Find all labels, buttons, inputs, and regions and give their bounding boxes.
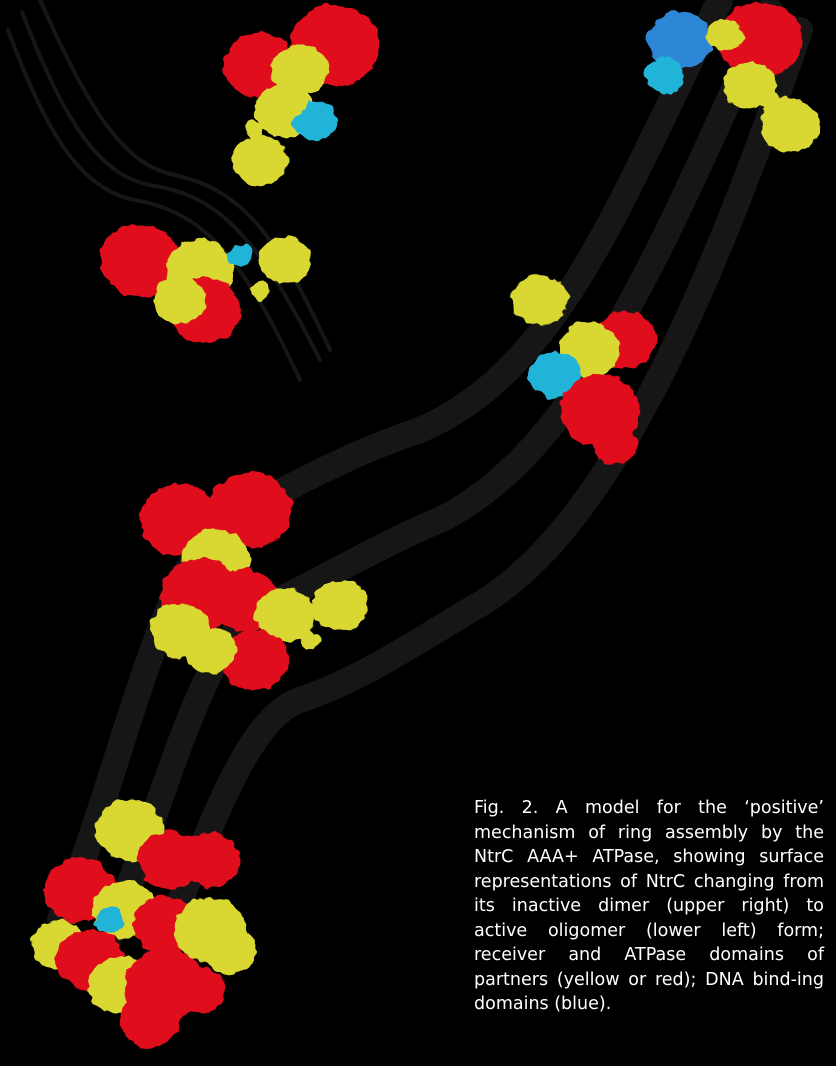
dna-helix-strand: [6, 0, 813, 1013]
dna-strand-main-1: [127, 17, 813, 1013]
dimer-top-center-domain-9: [245, 121, 265, 139]
dna-strand-main-2: [87, 0, 783, 973]
dna-strand-main-3: [47, 0, 733, 933]
oligomer-ring-domain-15: [96, 907, 124, 933]
molecule-dimer-mid-right: [512, 274, 657, 465]
dimer-top-center-domain-7: [272, 83, 308, 117]
dimer-mid-right-domain-7: [570, 321, 590, 339]
dimer-top-center-domain-3: [272, 44, 328, 96]
molecule-dimer-top-right: [645, 2, 820, 152]
dimer-top-right-domain-6: [760, 98, 820, 152]
dimer-mid-left-domain-7: [250, 281, 270, 299]
dna-strand-upper-left-3: [6, 28, 302, 382]
dimer-mid-left-domain-1: [100, 224, 180, 296]
oligomer-ring-domain-3: [180, 833, 240, 887]
dimer-mid-right-domain-6: [593, 425, 637, 465]
oligomer-partial-domain-11: [300, 631, 320, 649]
oligomer-partial-domain-9: [184, 626, 236, 674]
dimer-top-center-domain-5: [225, 42, 265, 78]
molecule-dimer-top-center: [224, 4, 380, 186]
oligomer-partial-domain-8: [221, 629, 289, 691]
dimer-mid-left-domain-6: [259, 236, 311, 284]
dimer-mid-left-domain-4: [154, 276, 206, 324]
oligomer-partial-domain-7: [255, 588, 315, 642]
dimer-top-right-domain-4: [707, 18, 743, 52]
oligomer-ring-domain-13: [120, 993, 180, 1047]
oligomer-partial-domain-10: [312, 579, 368, 631]
molecule-dimer-mid-left: [100, 224, 311, 343]
oligomer-partial-domain-2: [208, 472, 292, 548]
dimer-top-right-domain-3: [718, 2, 802, 78]
dimer-mid-left-domain-5: [228, 244, 252, 266]
oligomer-ring-domain-8: [204, 926, 256, 974]
figure-caption: Fig. 2. A model for the ‘positive’ mecha…: [474, 798, 824, 1014]
dimer-top-right-domain-7: [760, 91, 780, 109]
dimer-mid-right-domain-1: [512, 274, 568, 326]
dimer-top-center-domain-8: [232, 134, 288, 186]
dimer-top-right-domain-2: [645, 57, 685, 93]
dimer-top-right-domain-1: [648, 11, 712, 69]
molecule-oligomer-ring: [32, 799, 256, 1047]
oligomer-ring-domain-14: [174, 966, 226, 1014]
dimer-mid-right-domain-4: [529, 351, 581, 399]
molecule-oligomer-partial: [140, 472, 368, 691]
